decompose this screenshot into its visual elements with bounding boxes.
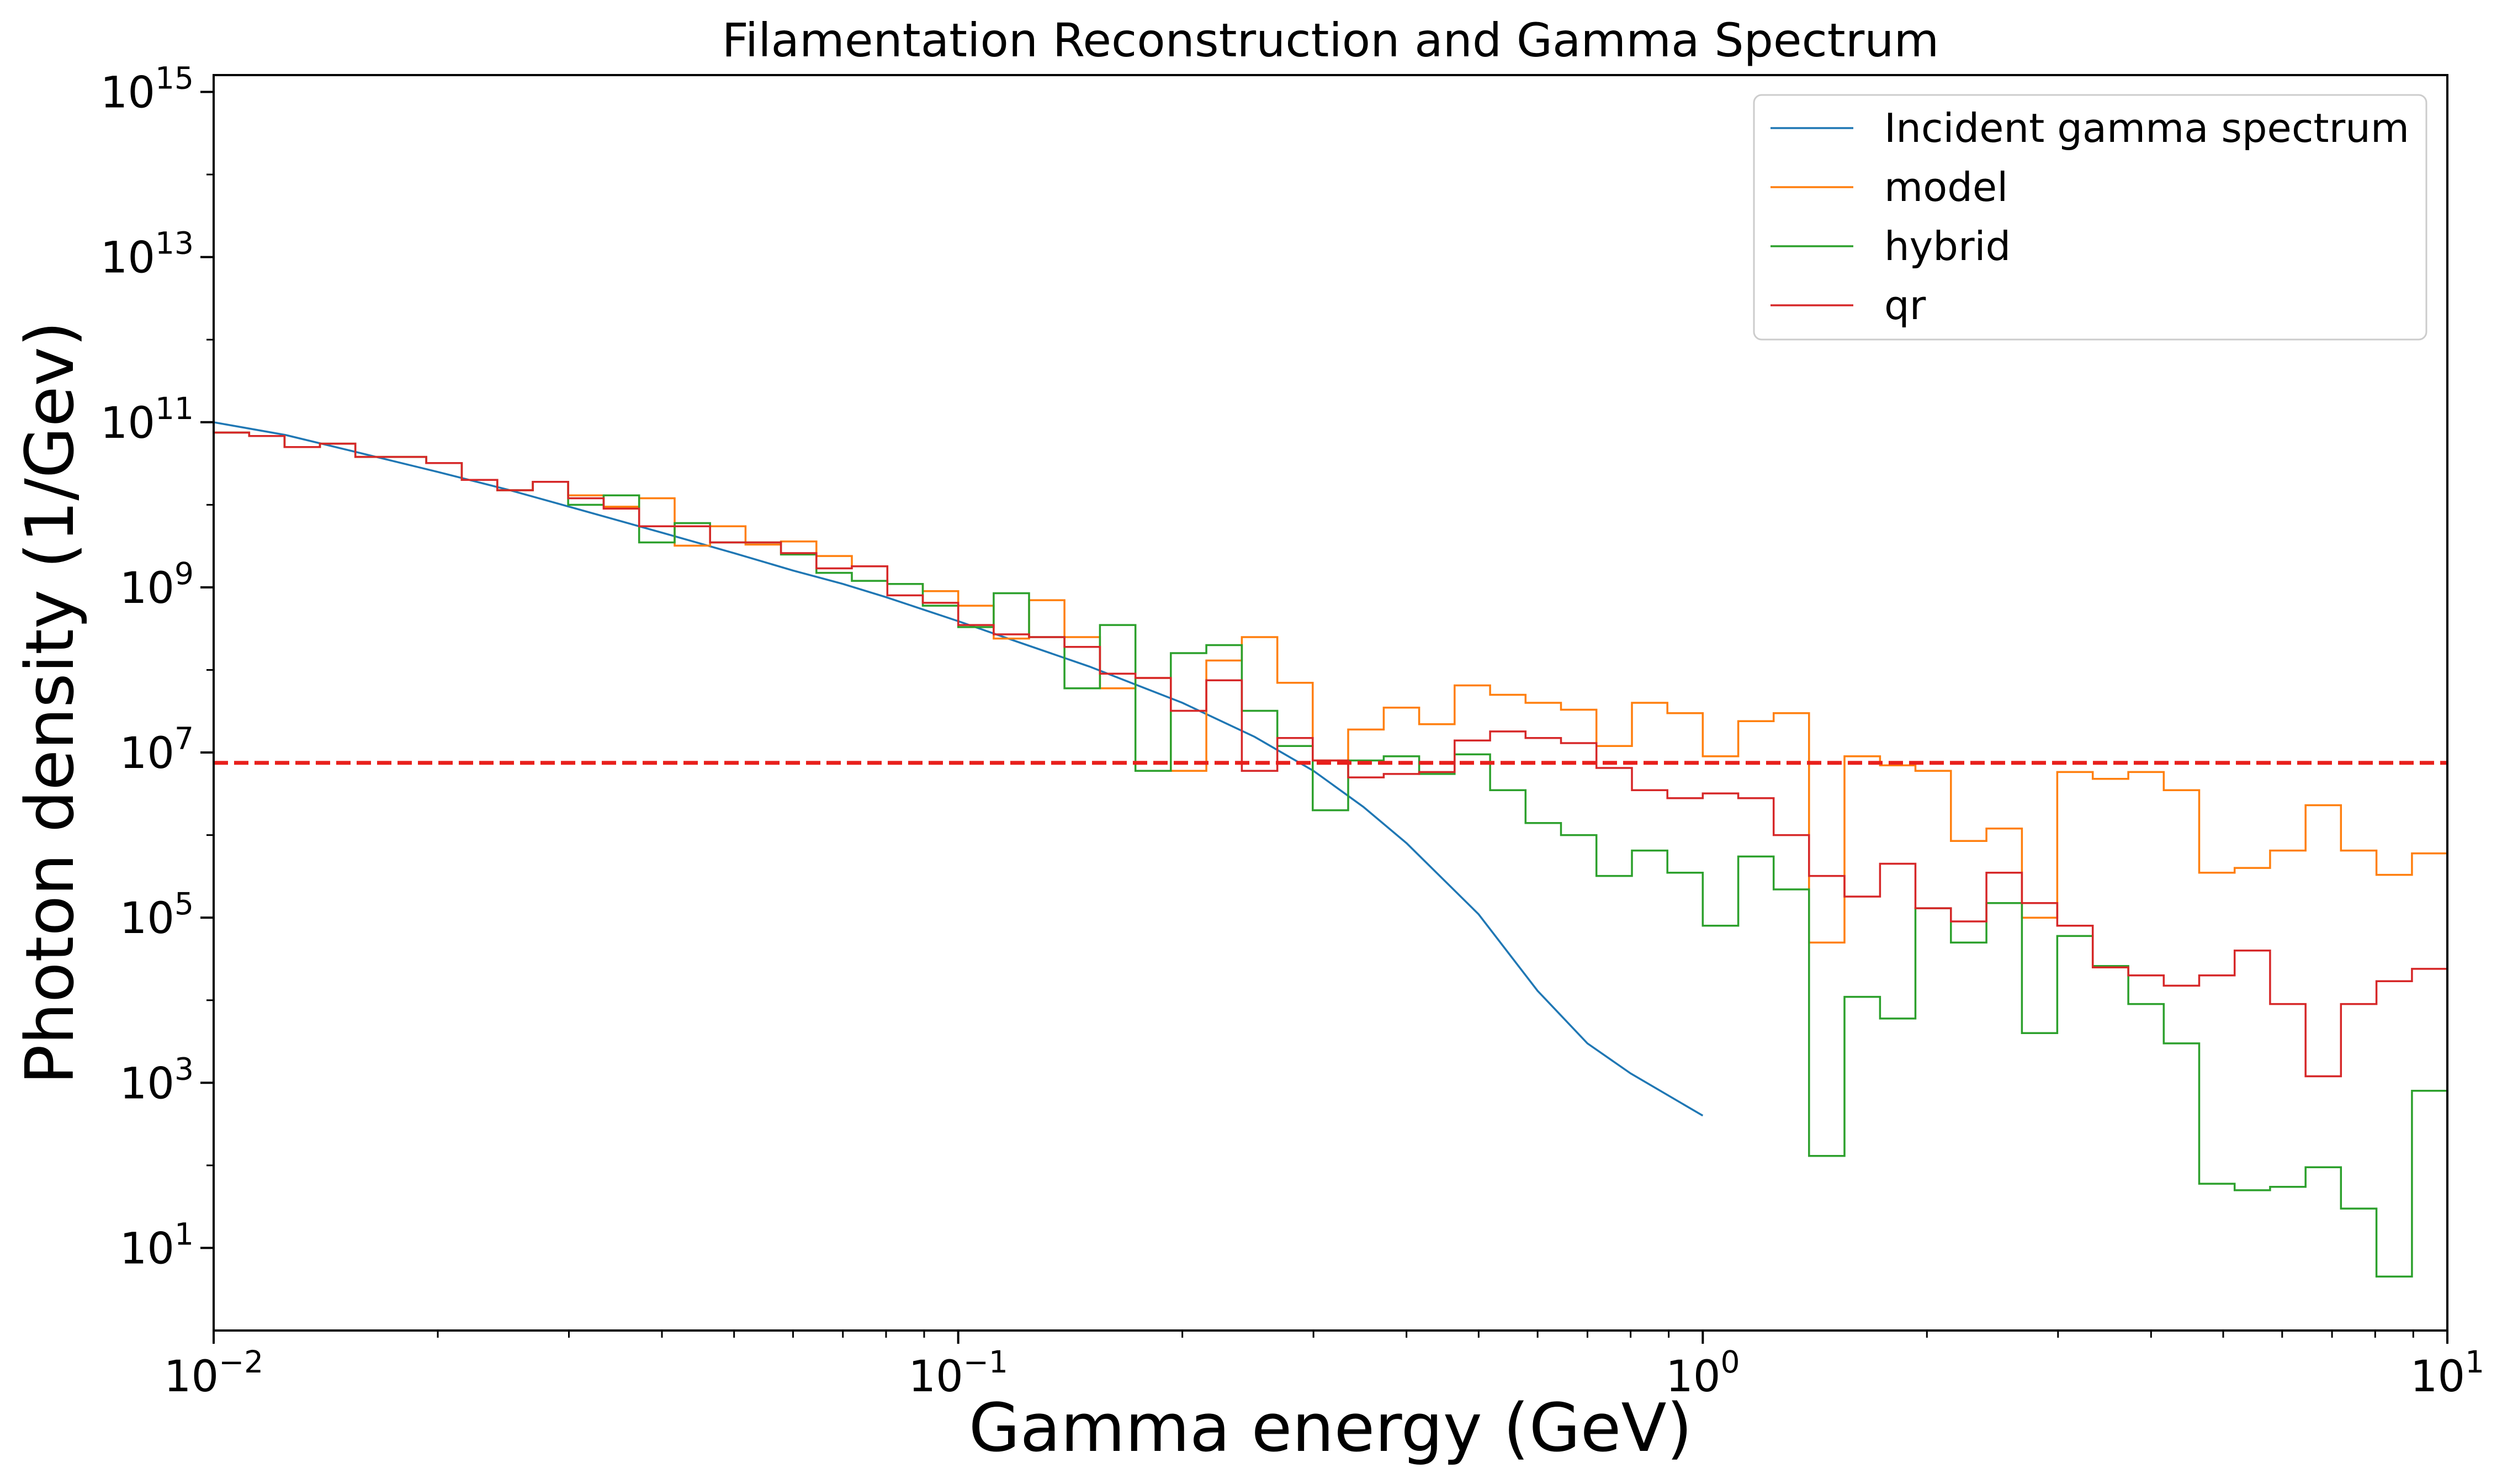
legend-label-hybrid: hybrid [1884, 223, 2011, 269]
y-tick-label: 1013 [100, 226, 194, 283]
x-axis-ticks: 10−2 10−1 100 101 [164, 1331, 2484, 1402]
y-axis-ticks: 101 103 105 107 109 1011 1013 1015 [100, 61, 214, 1274]
chart-title: Filamentation Reconstruction and Gamma S… [722, 13, 1939, 67]
x-tick-label: 10−2 [164, 1344, 263, 1402]
y-tick-label: 1015 [100, 61, 194, 118]
x-tick-label: 10−1 [908, 1344, 1008, 1402]
y-tick-label: 105 [120, 886, 194, 944]
legend-label-qr: qr [1884, 282, 1926, 328]
legend-label-incident-gamma-spectrum: Incident gamma spectrum [1884, 105, 2409, 151]
y-tick-label: 101 [120, 1216, 194, 1274]
y-tick-label: 107 [120, 721, 194, 778]
x-axis-title: Gamma energy (GeV) [969, 1390, 1693, 1467]
legend-items: Incident gamma spectrum model hybrid qr [1771, 105, 2409, 328]
plot-frame [213, 74, 2448, 1332]
y-tick-label: 109 [120, 556, 194, 613]
y-tick-label: 1011 [100, 391, 194, 448]
series-qr [214, 431, 2447, 1078]
series-layer [214, 421, 2447, 1278]
y-tick-label: 103 [120, 1051, 194, 1109]
x-tick-label: 101 [2410, 1344, 2484, 1402]
x-tick-label: 100 [1666, 1344, 1740, 1402]
legend-box [1753, 94, 2427, 341]
legend: Incident gamma spectrum model hybrid qr [1753, 94, 2427, 341]
y-axis-title: Photon density (1/Gev) [12, 321, 89, 1085]
legend-label-model: model [1884, 164, 2008, 210]
